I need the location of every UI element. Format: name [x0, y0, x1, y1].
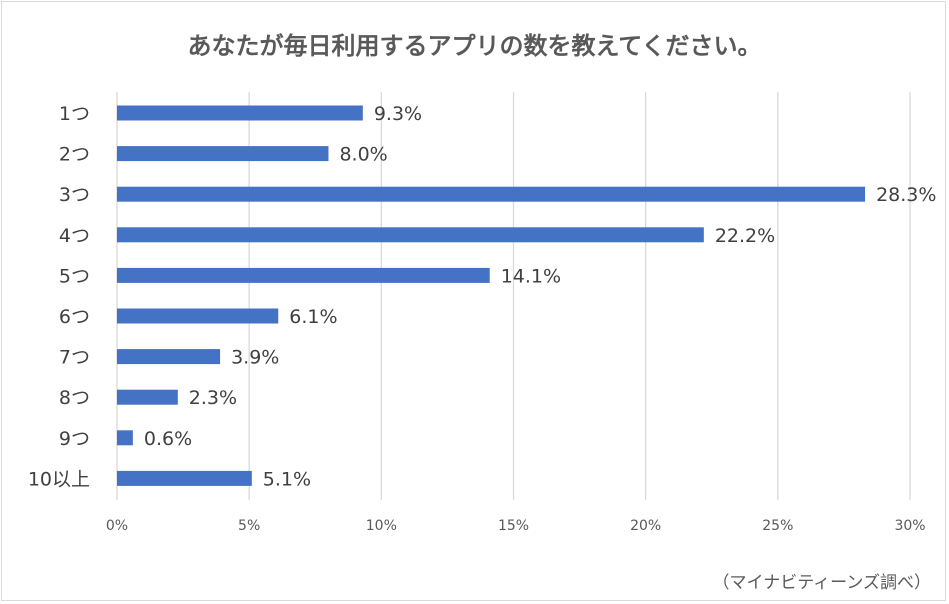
x-tick-label: 5% [238, 518, 260, 534]
bar [117, 430, 133, 446]
x-tick-label: 20% [630, 518, 661, 534]
x-tick-label: 0% [106, 518, 128, 534]
value-label: 28.3% [876, 184, 936, 206]
value-label: 9.3% [374, 103, 422, 125]
category-label: 8つ [59, 387, 90, 409]
category-label: 10以上 [28, 468, 90, 490]
value-label: 5.1% [263, 468, 311, 490]
category-label: 5つ [59, 265, 90, 287]
x-tick-label: 15% [498, 518, 529, 534]
x-tick-labels: 0% 5% 10% 15% 20% 25% 30% [106, 518, 926, 534]
value-label: 0.6% [144, 428, 192, 450]
chart-title: あなたが毎日利用するアプリの数を教えてください。 [187, 32, 762, 60]
category-labels: 1つ 2つ 3つ 4つ 5つ 6つ 7つ 8つ 9つ 10以上 [28, 103, 90, 490]
value-label: 8.0% [339, 144, 387, 166]
bar [117, 267, 490, 283]
bar [117, 308, 279, 324]
bar [117, 186, 866, 202]
x-tick-label: 30% [894, 518, 925, 534]
category-label: 6つ [59, 306, 90, 328]
bar [117, 349, 221, 365]
value-label: 14.1% [501, 265, 561, 287]
value-labels: 9.3% 8.0% 28.3% 22.2% 14.1% 6.1% 3.9% 2.3% 0.6% 5… [144, 103, 937, 490]
category-label: 3つ [59, 184, 90, 206]
category-label: 7つ [59, 347, 90, 369]
value-label: 2.3% [189, 387, 237, 409]
bar [117, 470, 252, 486]
source-note: （マイナビティーンズ調べ） [712, 573, 931, 593]
value-label: 22.2% [715, 225, 775, 247]
value-label: 6.1% [289, 306, 337, 328]
category-label: 1つ [59, 103, 90, 125]
category-label: 4つ [59, 225, 90, 247]
bar [117, 105, 363, 121]
bar [117, 227, 704, 243]
bars [117, 105, 866, 486]
x-tick-label: 10% [366, 518, 397, 534]
x-tick-label: 25% [762, 518, 793, 534]
category-label: 2つ [59, 144, 90, 166]
category-label: 9つ [59, 428, 90, 450]
value-label: 3.9% [231, 347, 279, 369]
bar [117, 389, 178, 405]
bar [117, 146, 329, 162]
